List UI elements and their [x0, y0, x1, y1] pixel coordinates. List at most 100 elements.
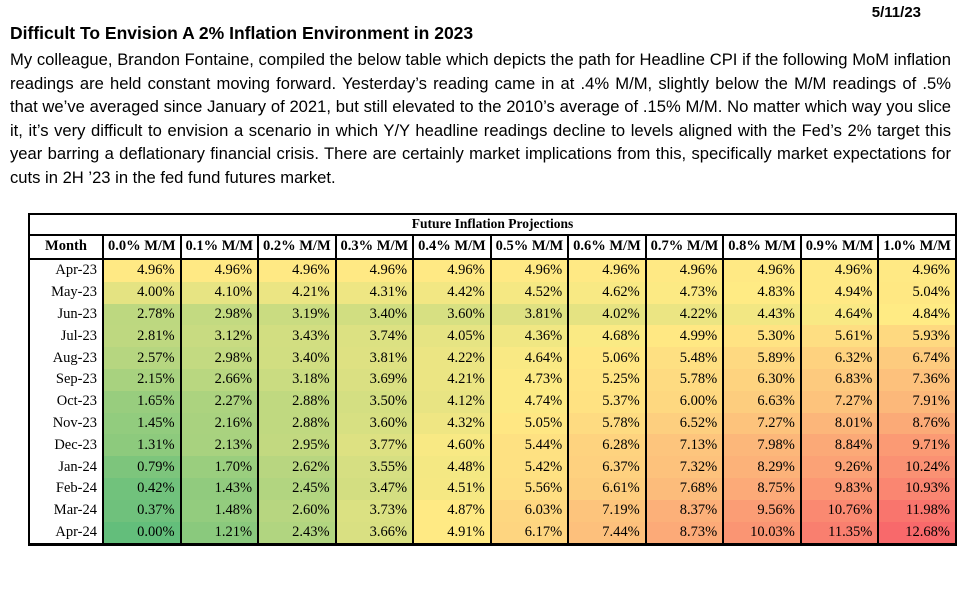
table-row: Jun-23 2.78% 2.98% 3.19% 3.40% 3.60% 3.81% 4.02…: [28, 303, 956, 326]
value-cell: 3.43%: [257, 325, 336, 348]
value-cell: 3.40%: [257, 347, 336, 369]
inflation-table: Future Inflation Projections Month 0.0% M…: [28, 213, 957, 547]
value-cell: 7.19%: [567, 499, 646, 522]
value-cell: 4.96%: [334, 259, 414, 282]
value-cell: 12.68%: [877, 521, 956, 545]
table-row: Sep-23 2.15% 2.66% 3.18% 3.69% 4.21% 4.73% 5.25…: [28, 368, 956, 391]
column-header: 0.6% M/M: [567, 235, 646, 260]
value-cell: 4.84%: [877, 303, 956, 326]
value-cell: 3.81%: [489, 303, 569, 326]
value-cell: 3.60%: [412, 303, 491, 326]
month-cell: Nov-23: [28, 412, 103, 435]
value-cell: 1.65%: [102, 390, 181, 413]
value-cell: 5.25%: [567, 368, 646, 391]
value-cell: 3.40%: [334, 303, 414, 326]
value-cell: 6.17%: [489, 521, 569, 545]
value-cell: 8.01%: [799, 412, 879, 435]
value-cell: 2.16%: [179, 412, 259, 435]
table-row: Mar-24 0.37% 1.48% 2.60% 3.73% 4.87% 6.03% 7.19…: [28, 499, 956, 522]
month-cell: Jun-23: [28, 303, 103, 326]
value-cell: 4.96%: [257, 259, 336, 282]
value-cell: 3.77%: [334, 434, 414, 457]
value-cell: 4.87%: [412, 499, 491, 522]
value-cell: 4.96%: [489, 259, 569, 282]
value-cell: 10.76%: [799, 499, 879, 522]
table-row: Aug-23 2.57% 2.98% 3.40% 3.81% 4.22% 4.64% 5.06…: [28, 347, 956, 369]
value-cell: 4.64%: [489, 347, 569, 369]
value-cell: 10.93%: [877, 477, 956, 500]
value-cell: 4.10%: [179, 281, 259, 304]
month-cell: Mar-24: [28, 499, 103, 522]
value-cell: 4.42%: [412, 281, 491, 304]
value-cell: 5.56%: [489, 477, 569, 500]
value-cell: 7.27%: [799, 390, 879, 413]
value-cell: 3.74%: [334, 325, 414, 348]
value-cell: 2.62%: [257, 456, 336, 478]
value-cell: 8.75%: [722, 477, 801, 500]
column-header-row: Month 0.0% M/M 0.1% M/M 0.2% M/M 0.3% M/M 0.4…: [28, 235, 956, 260]
value-cell: 3.73%: [334, 499, 414, 522]
body-paragraph: My colleague, Brandon Fontaine, compiled…: [10, 50, 951, 187]
value-cell: 10.24%: [877, 456, 956, 478]
value-cell: 0.42%: [102, 477, 181, 500]
value-cell: 4.64%: [799, 303, 879, 326]
value-cell: 5.48%: [644, 347, 724, 369]
column-header: 0.9% M/M: [799, 235, 879, 260]
value-cell: 3.55%: [334, 456, 414, 478]
column-header: 0.1% M/M: [179, 235, 259, 260]
value-cell: 4.32%: [412, 412, 491, 435]
value-cell: 4.62%: [567, 281, 646, 304]
table-row: Feb-24 0.42% 1.43% 2.45% 3.47% 4.51% 5.56% 6.61…: [28, 477, 956, 500]
month-cell: Apr-23: [28, 259, 103, 282]
value-cell: 0.79%: [102, 456, 181, 478]
value-cell: 9.83%: [799, 477, 879, 500]
column-header: Month: [28, 235, 103, 260]
page: 5/11/23 Difficult To Envision A 2% Infla…: [10, 4, 957, 547]
value-cell: 4.21%: [257, 281, 336, 304]
value-cell: 3.18%: [257, 368, 336, 391]
value-cell: 4.73%: [489, 368, 569, 391]
value-cell: 4.02%: [567, 303, 646, 326]
value-cell: 8.76%: [877, 412, 956, 435]
value-cell: 6.03%: [489, 499, 569, 522]
value-cell: 4.96%: [877, 259, 956, 282]
value-cell: 5.30%: [722, 325, 801, 348]
column-header: 0.4% M/M: [412, 235, 491, 260]
value-cell: 4.74%: [489, 390, 569, 413]
value-cell: 10.03%: [722, 521, 801, 545]
value-cell: 4.68%: [567, 325, 646, 348]
value-cell: 6.61%: [567, 477, 646, 500]
value-cell: 11.98%: [877, 499, 956, 522]
table-row: Jul-23 2.81% 3.12% 3.43% 3.74% 4.05% 4.36% 4.68…: [28, 325, 956, 348]
value-cell: 4.96%: [722, 259, 801, 282]
month-cell: Jul-23: [28, 325, 103, 348]
value-cell: 5.89%: [722, 347, 801, 369]
value-cell: 4.21%: [412, 368, 491, 391]
table-body: Apr-23 4.96% 4.96% 4.96% 4.96% 4.96% 4.96% 4.96…: [28, 259, 956, 545]
value-cell: 7.98%: [722, 434, 801, 457]
column-header: 0.7% M/M: [644, 235, 724, 260]
value-cell: 2.43%: [257, 521, 336, 545]
column-header: 0.2% M/M: [257, 235, 336, 260]
value-cell: 1.21%: [179, 521, 259, 545]
value-cell: 7.91%: [877, 390, 956, 413]
table-row: Dec-23 1.31% 2.13% 2.95% 3.77% 4.60% 5.44% 6.28…: [28, 434, 956, 457]
value-cell: 5.42%: [489, 456, 569, 478]
value-cell: 3.69%: [334, 368, 414, 391]
table-title: Future Inflation Projections: [28, 214, 956, 236]
value-cell: 1.48%: [179, 499, 259, 522]
value-cell: 7.36%: [877, 368, 956, 391]
month-cell: Apr-24: [28, 521, 103, 545]
table-head: Future Inflation Projections Month 0.0% M…: [28, 214, 956, 260]
value-cell: 4.52%: [489, 281, 569, 304]
month-cell: May-23: [28, 281, 103, 304]
value-cell: 6.30%: [722, 368, 801, 391]
column-header: 0.5% M/M: [489, 235, 569, 260]
value-cell: 8.29%: [722, 456, 801, 478]
value-cell: 4.96%: [567, 259, 646, 282]
value-cell: 4.96%: [644, 259, 724, 282]
table-title-row: Future Inflation Projections: [28, 214, 956, 236]
value-cell: 3.81%: [334, 347, 414, 369]
value-cell: 4.60%: [412, 434, 491, 457]
value-cell: 2.57%: [102, 347, 181, 369]
